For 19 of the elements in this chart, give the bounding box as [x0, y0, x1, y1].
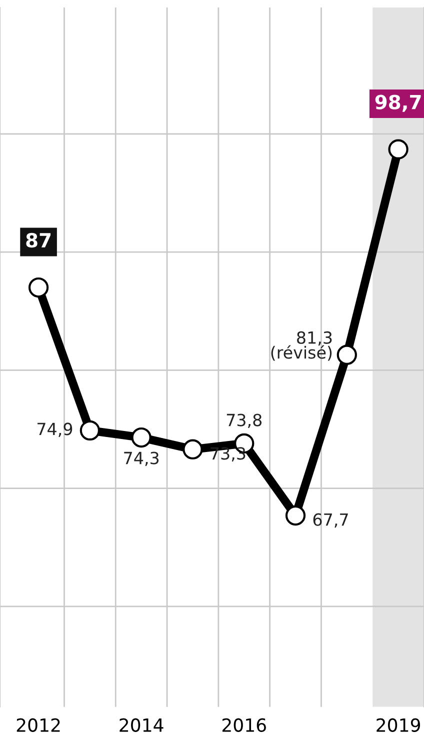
data-label: 87 [26, 232, 51, 248]
data-label: 74,3 [124, 452, 159, 466]
point [336, 344, 357, 365]
data-label: 98,7 [375, 94, 421, 112]
point [182, 439, 203, 460]
point [285, 505, 306, 526]
point [388, 139, 408, 160]
x-tick-label: 2019 [376, 718, 420, 732]
x-tick-label: 2012 [16, 718, 60, 732]
point [131, 427, 152, 448]
x-tick-label: 2014 [120, 718, 164, 732]
data-label: 73,3 [210, 447, 246, 462]
point [28, 277, 49, 298]
data-label: 73,8 [226, 414, 262, 428]
x-tick-label: 2016 [222, 718, 266, 732]
data-label: 67,7 [313, 513, 348, 528]
point [80, 420, 100, 441]
data-label: 81,3 (révisé) [271, 331, 332, 361]
data-label: 74,9 [38, 422, 72, 437]
